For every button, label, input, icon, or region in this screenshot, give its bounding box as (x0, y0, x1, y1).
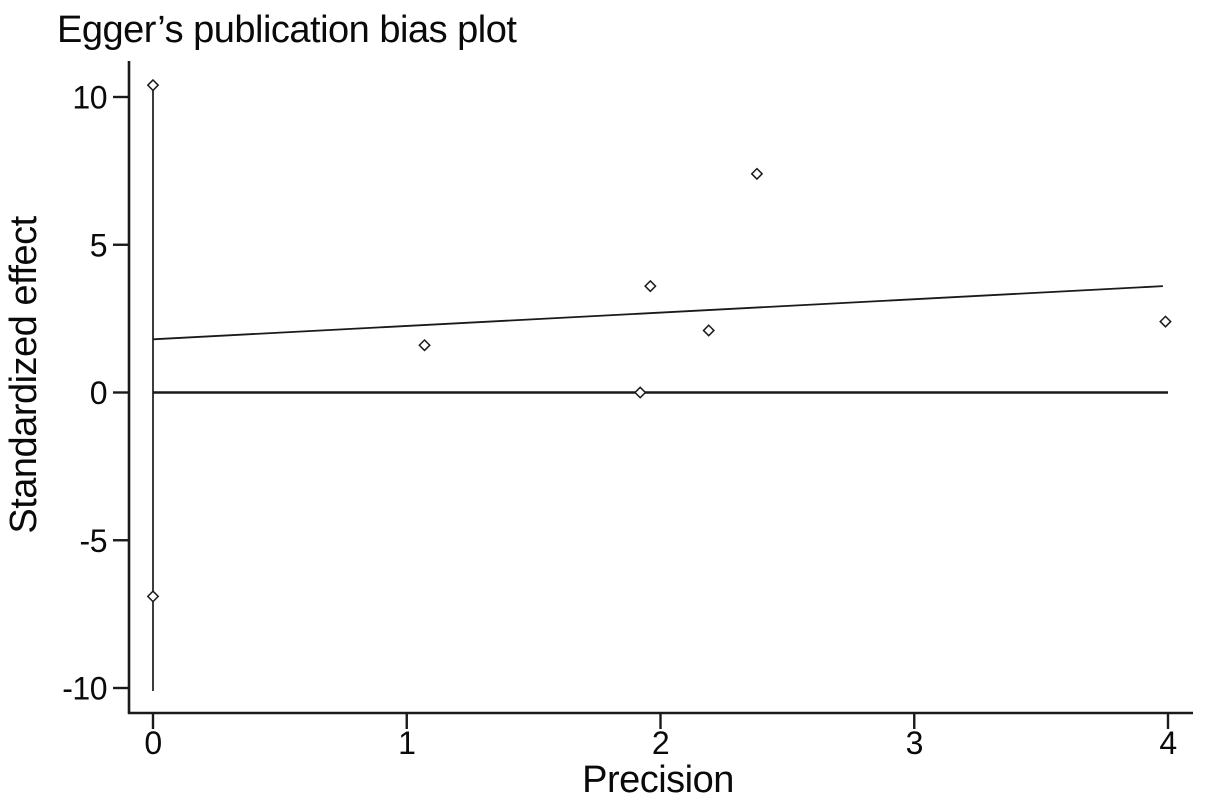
data-point-marker (644, 279, 657, 293)
y-tick-label: 5 (90, 227, 107, 263)
data-point-marker (750, 167, 764, 181)
data-point-marker (418, 338, 431, 352)
x-tick-label: 3 (906, 725, 923, 761)
y-tick-label: 0 (90, 375, 107, 411)
data-point-marker (1159, 315, 1172, 328)
data-point-marker (633, 386, 647, 399)
y-tick-label: -5 (80, 523, 107, 559)
data-point-marker (702, 324, 715, 337)
x-tick-label: 0 (144, 725, 161, 761)
y-axis-label: Standardized effect (3, 215, 45, 533)
chart-title: Egger’s publication bias plot (57, 9, 517, 51)
x-tick-label: 4 (1159, 725, 1176, 761)
egger-regression-line (152, 285, 1163, 341)
x-tick-label: 1 (398, 725, 415, 761)
data-point-marker (146, 78, 160, 92)
data-point-marker (146, 590, 160, 603)
y-tick-label: 10 (72, 80, 107, 116)
y-tick-label: -10 (62, 671, 107, 707)
plot-layer: 10 5 0 -5 -10 0 1 2 3 4 (62, 61, 1193, 761)
x-axis-label: Precision (582, 759, 734, 801)
x-tick-label: 2 (652, 725, 669, 761)
